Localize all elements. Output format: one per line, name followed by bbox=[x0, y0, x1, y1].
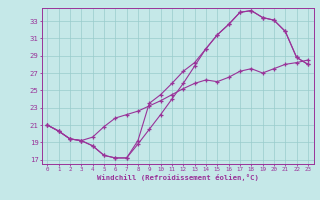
X-axis label: Windchill (Refroidissement éolien,°C): Windchill (Refroidissement éolien,°C) bbox=[97, 174, 259, 181]
